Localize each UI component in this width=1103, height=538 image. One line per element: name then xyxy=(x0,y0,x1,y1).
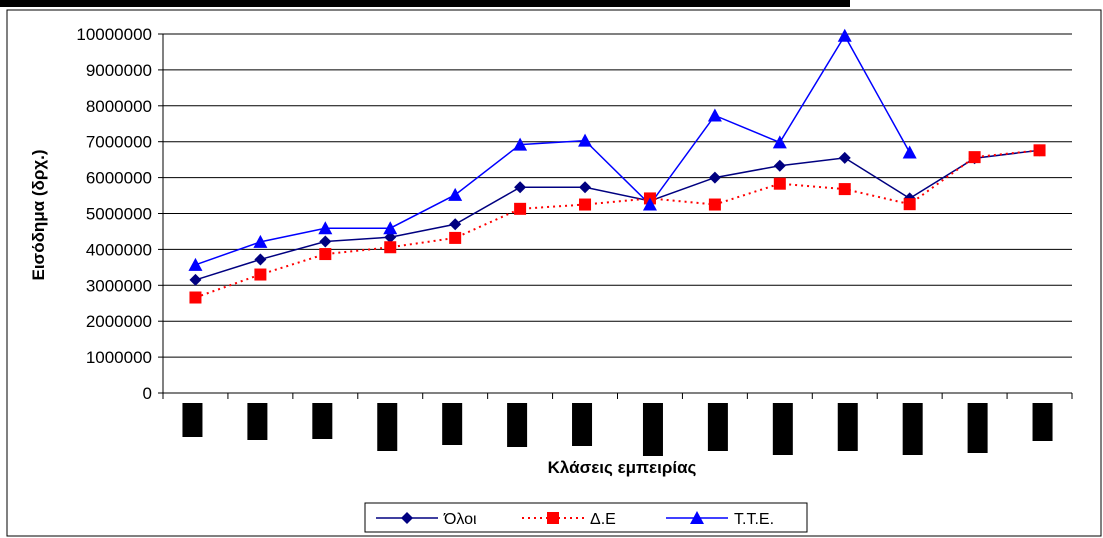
diamond-marker xyxy=(189,273,202,286)
x-category-label-redacted xyxy=(837,403,858,451)
x-category-label-redacted xyxy=(247,403,268,440)
square-marker xyxy=(449,231,462,244)
y-tick-label: 2000000 xyxy=(86,312,152,331)
legend-label-1: Όλοι xyxy=(443,511,477,528)
x-category-label-redacted xyxy=(572,403,593,446)
series-line-1 xyxy=(195,149,1040,281)
diamond-marker xyxy=(401,512,413,524)
diamond-marker xyxy=(319,235,332,248)
diamond-marker xyxy=(514,181,527,194)
y-tick-label: 5000000 xyxy=(86,205,152,224)
square-marker xyxy=(838,183,851,196)
square-marker xyxy=(514,202,527,215)
triangle-marker xyxy=(513,137,528,151)
square-marker xyxy=(547,512,559,524)
square-marker xyxy=(384,241,397,254)
y-tick-label: 10000000 xyxy=(76,25,152,44)
x-category-labels xyxy=(182,403,1053,456)
y-tick-label: 1000000 xyxy=(86,348,152,367)
square-marker xyxy=(189,291,202,304)
diamond-marker xyxy=(449,218,462,231)
x-category-label-redacted xyxy=(642,403,663,456)
triangle-marker xyxy=(690,511,704,524)
x-category-label-redacted xyxy=(772,403,793,455)
triangle-marker xyxy=(578,133,593,147)
legend-label-2: Δ.Ε xyxy=(590,511,616,528)
y-tick-label: 6000000 xyxy=(86,169,152,188)
y-tick-label: 7000000 xyxy=(86,133,152,152)
diamond-marker xyxy=(773,159,786,172)
y-tick-label: 9000000 xyxy=(86,61,152,80)
x-category-label-redacted xyxy=(377,403,398,451)
x-category-label-redacted xyxy=(967,403,988,453)
diamond-marker xyxy=(579,181,592,194)
x-category-label-redacted xyxy=(442,403,463,445)
square-marker xyxy=(903,198,916,211)
y-tick-label: 8000000 xyxy=(86,97,152,116)
y-axis-title: Εισόδημα (δρχ.) xyxy=(29,149,48,280)
x-category-label-redacted xyxy=(902,403,923,455)
series-markers xyxy=(188,28,1046,304)
square-marker xyxy=(968,151,981,164)
triangle-marker xyxy=(707,108,722,122)
triangle-marker xyxy=(253,234,268,248)
x-category-label-redacted xyxy=(1032,403,1053,441)
triangle-marker xyxy=(902,145,917,159)
y-tick-labels: 0 1000000 2000000 3000000 4000000 5000000 6000… xyxy=(76,25,152,403)
x-category-label-redacted xyxy=(507,403,528,447)
diamond-marker xyxy=(838,151,851,164)
triangle-marker xyxy=(448,187,463,201)
triangle-marker xyxy=(318,221,333,235)
diamond-marker xyxy=(254,253,267,266)
x-category-label-redacted xyxy=(707,403,728,451)
square-marker xyxy=(773,177,786,190)
triangle-marker xyxy=(383,221,398,235)
series-lines xyxy=(195,34,1040,299)
x-category-label-redacted xyxy=(312,403,333,439)
y-tick-label: 4000000 xyxy=(86,240,152,259)
triangle-marker xyxy=(772,135,787,149)
y-tick-label: 3000000 xyxy=(86,276,152,295)
square-marker xyxy=(1033,144,1046,157)
x-category-label-redacted xyxy=(182,403,203,437)
triangle-marker xyxy=(642,197,657,211)
series-line-3 xyxy=(195,34,911,266)
x-axis-title: Κλάσεις εμπειρίας xyxy=(548,458,697,477)
square-marker xyxy=(579,198,592,211)
axes xyxy=(158,33,1073,399)
legend-label-3: Τ.Τ.Ε. xyxy=(734,511,774,528)
triangle-marker xyxy=(188,257,203,271)
title-strip xyxy=(0,0,850,7)
square-marker xyxy=(708,198,721,211)
gridlines xyxy=(163,33,1072,358)
square-marker xyxy=(254,268,267,281)
legend: Όλοι Δ.Ε Τ.Τ.Ε. xyxy=(364,502,808,533)
y-tick-label: 0 xyxy=(143,384,152,403)
diamond-marker xyxy=(708,171,721,184)
triangle-marker xyxy=(837,28,852,42)
legend-box xyxy=(364,502,808,533)
square-marker xyxy=(319,248,332,261)
